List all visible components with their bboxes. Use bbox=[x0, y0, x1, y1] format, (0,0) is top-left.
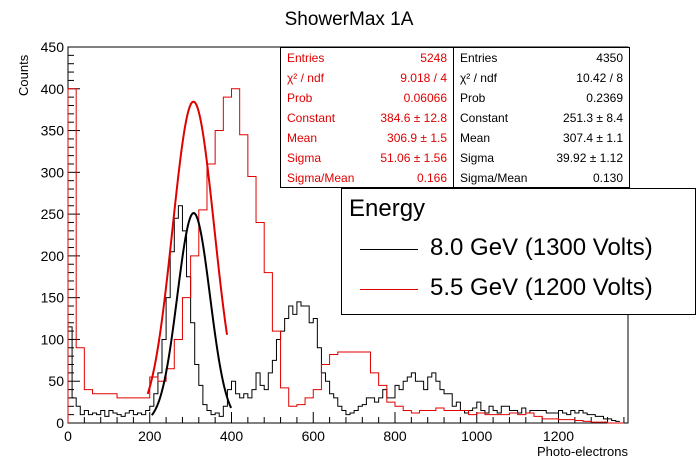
legend-entry-red: 5.5 GeV (1200 Volts) bbox=[342, 269, 697, 309]
stats-black-row: Entries 4350 bbox=[454, 48, 629, 68]
stats-black-key: Sigma bbox=[460, 151, 495, 165]
y-tick-label: 400 bbox=[41, 81, 65, 97]
stats-black-value: 307.4 ± 1.1 bbox=[563, 131, 623, 145]
y-tick-label: 250 bbox=[41, 206, 65, 222]
stats-red-key: Constant bbox=[287, 111, 336, 125]
y-tick-label: 100 bbox=[41, 331, 65, 347]
y-tick-label: 300 bbox=[41, 164, 65, 180]
stats-black-row: Sigma 39.92 ± 1.12 bbox=[454, 148, 629, 168]
stats-red-key: Sigma bbox=[287, 151, 322, 165]
stats-red-key: Sigma/Mean bbox=[287, 171, 355, 185]
stats-red-value: 384.6 ± 12.8 bbox=[380, 111, 447, 125]
stats-red-value: 9.018 / 4 bbox=[400, 71, 447, 85]
stats-black-key: Mean bbox=[460, 131, 491, 145]
stats-black-value: 251.3 ± 8.4 bbox=[563, 111, 623, 125]
stats-red-key: Prob bbox=[287, 91, 313, 105]
stats-red-row: Sigma 51.06 ± 1.56 bbox=[281, 148, 453, 168]
stats-black-value: 4350 bbox=[596, 51, 623, 65]
legend-swatch-black bbox=[360, 249, 418, 250]
y-tick-label: 50 bbox=[48, 373, 64, 389]
stats-red-row: χ² / ndf 9.018 / 4 bbox=[281, 68, 453, 88]
stats-black-row: Prob 0.2369 bbox=[454, 88, 629, 108]
stats-red-value: 5248 bbox=[420, 51, 447, 65]
y-tick-label: 200 bbox=[41, 248, 65, 264]
gaussian-fit-5p5gev bbox=[146, 100, 228, 395]
legend: Energy 8.0 GeV (1300 Volts) 5.5 GeV (120… bbox=[341, 188, 696, 315]
stats-red-key: Entries bbox=[287, 51, 325, 65]
y-tick-label: 450 bbox=[41, 39, 65, 55]
y-axis-label: Counts bbox=[16, 54, 31, 96]
x-tick-label: 600 bbox=[302, 428, 326, 444]
x-tick-label: 1000 bbox=[461, 428, 492, 444]
stats-red-value: 0.166 bbox=[416, 171, 447, 185]
x-tick-label: 0 bbox=[64, 428, 72, 444]
stats-black-row: Sigma/Mean 0.130 bbox=[454, 168, 629, 188]
stats-black-key: Constant bbox=[460, 111, 509, 125]
stats-box-red: Entries 5248 χ² / ndf 9.018 / 4 Prob 0.06066 C… bbox=[280, 47, 454, 188]
x-tick-label: 800 bbox=[383, 428, 407, 444]
y-tick-label: 0 bbox=[56, 415, 64, 431]
y-tick-label: 150 bbox=[41, 290, 65, 306]
legend-header: Energy bbox=[349, 195, 426, 222]
stats-black-key: Sigma/Mean bbox=[460, 171, 528, 185]
stats-red-row: Entries 5248 bbox=[281, 48, 453, 68]
stats-red-key: χ² / ndf bbox=[287, 71, 324, 85]
stats-black-value: 39.92 ± 1.12 bbox=[556, 151, 623, 165]
stats-red-row: Prob 0.06066 bbox=[281, 88, 453, 108]
legend-swatch-red bbox=[360, 289, 418, 290]
stats-black-value: 0.130 bbox=[592, 171, 623, 185]
stats-red-row: Constant 384.6 ± 12.8 bbox=[281, 108, 453, 128]
x-tick-label: 400 bbox=[220, 428, 244, 444]
stats-black-key: Entries bbox=[460, 51, 498, 65]
stats-box-black: Entries 4350 χ² / ndf 10.42 / 8 Prob 0.2369 Co… bbox=[453, 47, 630, 188]
x-axis-label: Photo-electrons bbox=[537, 444, 629, 459]
legend-entry-black: 8.0 GeV (1300 Volts) bbox=[342, 229, 697, 269]
gaussian-fit-8gev bbox=[151, 211, 233, 416]
y-tick-label: 350 bbox=[41, 123, 65, 139]
stats-red-value: 306.9 ± 1.5 bbox=[387, 131, 447, 145]
x-tick-label: 1200 bbox=[543, 428, 574, 444]
stats-red-row: Mean 306.9 ± 1.5 bbox=[281, 128, 453, 148]
gaussian-fits bbox=[146, 100, 233, 416]
stats-red-row: Sigma/Mean 0.166 bbox=[281, 168, 453, 188]
stats-black-row: Mean 307.4 ± 1.1 bbox=[454, 128, 629, 148]
stats-black-value: 10.42 / 8 bbox=[576, 71, 623, 85]
stats-red-key: Mean bbox=[287, 131, 318, 145]
histogram-8gev bbox=[67, 205, 620, 423]
stats-black-row: χ² / ndf 10.42 / 8 bbox=[454, 68, 629, 88]
x-tick-label: 200 bbox=[138, 428, 162, 444]
stats-black-value: 0.2369 bbox=[586, 91, 623, 105]
chart-title: ShowerMax 1A bbox=[285, 9, 414, 30]
legend-label-black: 8.0 GeV (1300 Volts) bbox=[430, 234, 653, 261]
stats-black-key: χ² / ndf bbox=[460, 71, 497, 85]
stats-black-row: Constant 251.3 ± 8.4 bbox=[454, 108, 629, 128]
stats-black-key: Prob bbox=[460, 91, 486, 105]
stats-red-value: 0.06066 bbox=[403, 91, 447, 105]
stats-red-value: 51.06 ± 1.56 bbox=[380, 151, 447, 165]
legend-label-red: 5.5 GeV (1200 Volts) bbox=[430, 274, 653, 301]
